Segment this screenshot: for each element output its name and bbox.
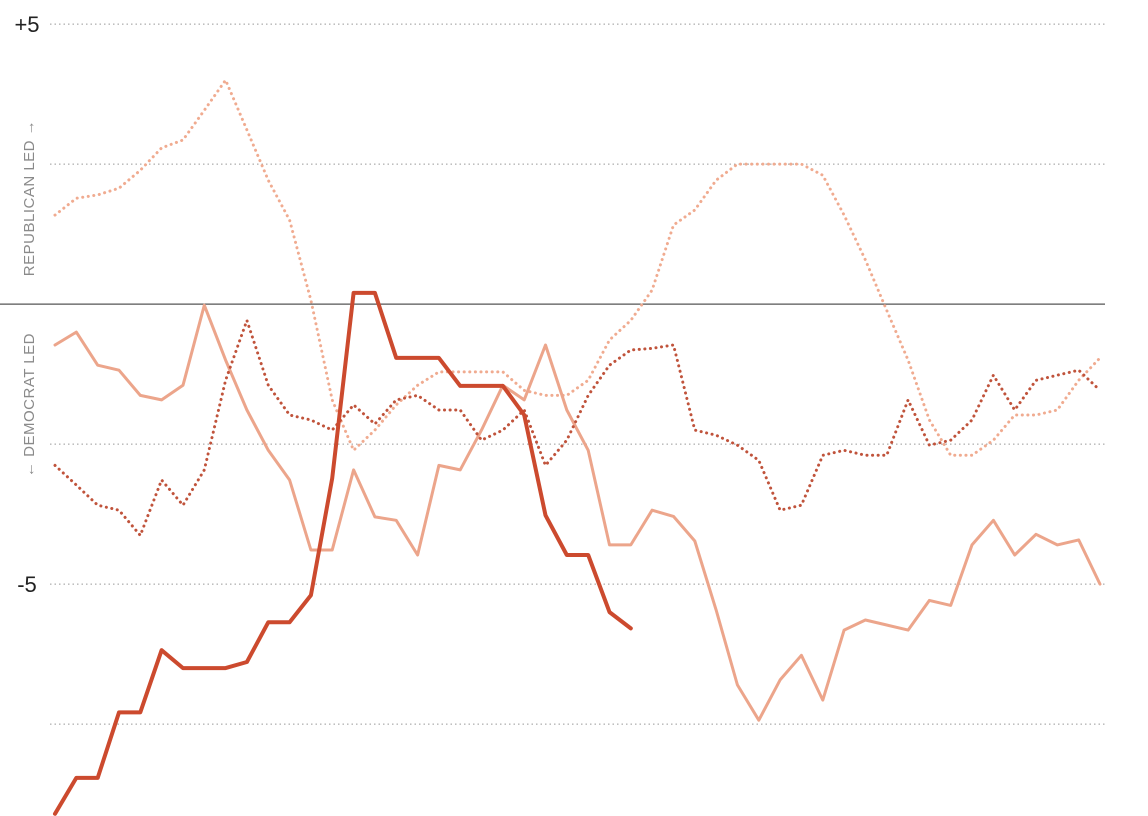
y-tick-label: +5 xyxy=(14,12,39,37)
series-line xyxy=(53,78,1102,457)
democrat-led-label: ← DEMOCRAT LED xyxy=(21,333,38,477)
series-line xyxy=(53,303,1102,722)
series-line xyxy=(53,290,633,816)
y-tick-label: -5 xyxy=(17,572,37,597)
republican-led-label: REPUBLICAN LED → xyxy=(21,120,38,276)
series-line xyxy=(53,318,1102,537)
